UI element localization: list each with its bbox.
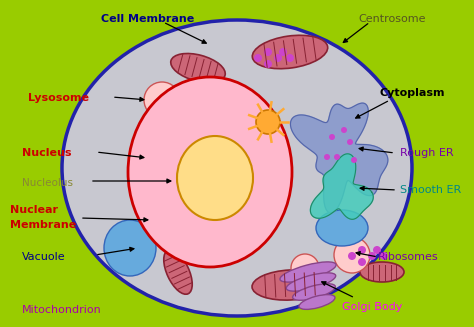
Ellipse shape (280, 262, 336, 282)
Circle shape (274, 54, 282, 62)
Ellipse shape (156, 108, 200, 168)
Ellipse shape (360, 262, 404, 282)
Text: Mitochondrion: Mitochondrion (22, 305, 102, 315)
Text: Cytoplasm: Cytoplasm (380, 88, 446, 98)
Ellipse shape (252, 35, 328, 69)
Ellipse shape (104, 220, 156, 276)
Circle shape (334, 237, 370, 273)
Text: Nuclear: Nuclear (10, 205, 58, 215)
Text: Nucleolus: Nucleolus (22, 178, 73, 188)
Polygon shape (310, 154, 373, 219)
Text: Centrosome: Centrosome (358, 14, 426, 24)
Ellipse shape (171, 54, 225, 82)
Circle shape (334, 154, 340, 160)
Circle shape (264, 60, 272, 68)
Circle shape (380, 252, 388, 260)
Ellipse shape (128, 77, 292, 267)
Text: Nucleus: Nucleus (22, 148, 72, 158)
Polygon shape (291, 103, 388, 213)
Circle shape (254, 54, 262, 62)
Text: Cell Membrane: Cell Membrane (101, 14, 195, 24)
Ellipse shape (164, 250, 192, 294)
Circle shape (256, 110, 280, 134)
Ellipse shape (177, 136, 253, 220)
Circle shape (286, 54, 294, 62)
Ellipse shape (316, 210, 368, 246)
Circle shape (358, 246, 366, 254)
Circle shape (291, 254, 319, 282)
Circle shape (324, 154, 330, 160)
Circle shape (134, 134, 162, 162)
Text: Rough ER: Rough ER (400, 148, 454, 158)
Text: Smooth ER: Smooth ER (400, 185, 461, 195)
Circle shape (329, 134, 335, 140)
Text: Membrane: Membrane (10, 220, 76, 230)
Circle shape (264, 48, 272, 56)
Ellipse shape (62, 20, 412, 316)
Ellipse shape (292, 284, 335, 300)
Text: Vacuole: Vacuole (22, 252, 65, 262)
Circle shape (348, 252, 356, 260)
Circle shape (341, 127, 347, 133)
Circle shape (368, 252, 376, 260)
Circle shape (144, 82, 180, 118)
Ellipse shape (299, 295, 335, 309)
Circle shape (358, 258, 366, 266)
Text: Golgi Body: Golgi Body (342, 302, 402, 312)
Text: Lysosome: Lysosome (28, 93, 89, 103)
Circle shape (279, 48, 287, 56)
Circle shape (347, 139, 353, 145)
Circle shape (373, 246, 381, 254)
Circle shape (151, 184, 179, 212)
Ellipse shape (286, 273, 336, 291)
Ellipse shape (252, 270, 328, 300)
Text: Ribosomes: Ribosomes (378, 252, 438, 262)
Circle shape (351, 157, 357, 163)
